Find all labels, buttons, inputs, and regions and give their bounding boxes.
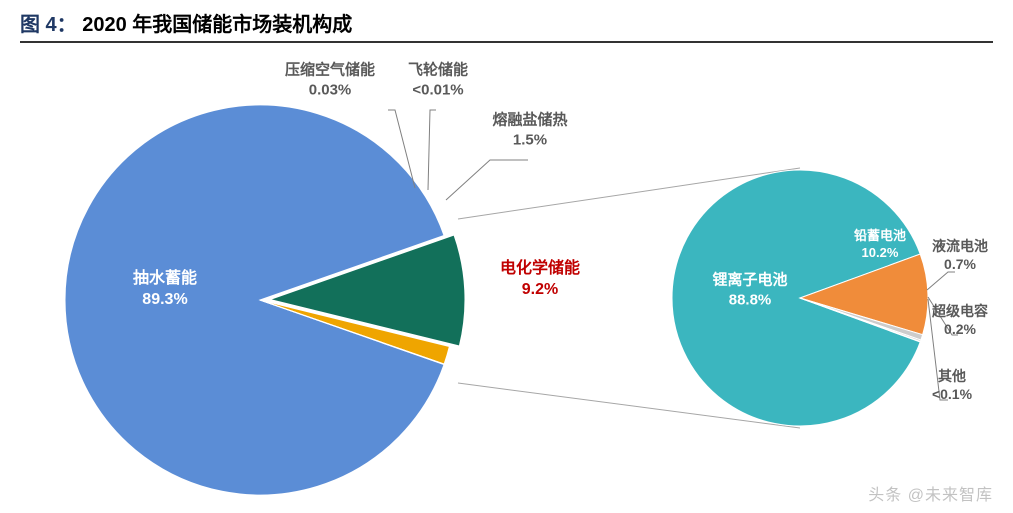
left-pie-label-0-name: 抽水蓄能 [133, 269, 197, 290]
left-pie-label-0: 抽水蓄能89.3% [133, 269, 197, 311]
right-pie-label-0: 锂离子电池88.8% [712, 271, 787, 310]
right-pie-label-4-name: 其他 [932, 367, 972, 385]
right-pie-label-4-value: <0.1% [932, 385, 972, 403]
right-pie-label-3: 超级电容0.2% [932, 302, 988, 338]
right-pie-label-2-value: 0.7% [932, 255, 988, 273]
right-pie-label-0-name: 锂离子电池 [712, 271, 787, 291]
left-pie-label-0-value: 89.3% [133, 290, 197, 311]
right-pie-label-1-value: 10.2% [854, 245, 906, 262]
left-pie-label-1: 电化学储能9.2% [500, 259, 580, 301]
left-pie-label-1-name: 电化学储能 [500, 259, 580, 280]
left-pie-label-3-value: <0.01% [408, 80, 468, 100]
left-pie-label-4-value: 0.03% [285, 80, 375, 100]
right-pie-label-4: 其他<0.1% [932, 367, 972, 403]
left-pie-label-3: 飞轮储能<0.01% [408, 61, 468, 100]
left-pie-label-2-value: 1.5% [492, 130, 567, 150]
left-pie-label-3-name: 飞轮储能 [408, 61, 468, 81]
right-pie-label-3-value: 0.2% [932, 320, 988, 338]
left-pie-label-2: 熔融盐储热1.5% [492, 111, 567, 150]
right-pie-label-1: 铅蓄电池10.2% [854, 228, 906, 262]
right-pie-label-0-value: 88.8% [712, 290, 787, 310]
watermark-text: 头条 @未来智库 [868, 481, 993, 505]
left-pie-label-2-name: 熔融盐储热 [492, 111, 567, 131]
right-pie-label-3-name: 超级电容 [932, 302, 988, 320]
right-pie-label-2: 液流电池0.7% [932, 237, 988, 273]
right-pie-label-2-name: 液流电池 [932, 237, 988, 255]
left-pie-label-4: 压缩空气储能0.03% [285, 61, 375, 100]
right-pie-label-1-name: 铅蓄电池 [854, 228, 906, 245]
left-pie-label-4-name: 压缩空气储能 [285, 61, 375, 81]
left-pie-label-1-value: 9.2% [500, 280, 580, 301]
